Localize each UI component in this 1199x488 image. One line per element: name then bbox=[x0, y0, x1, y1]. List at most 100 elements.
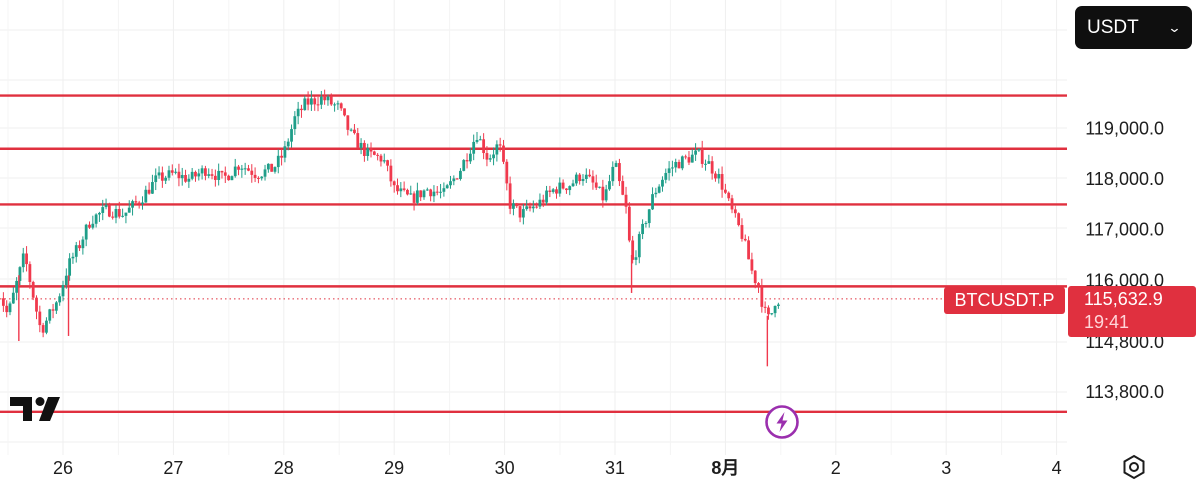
candle bbox=[326, 94, 330, 106]
candle bbox=[700, 140, 704, 168]
candle bbox=[376, 153, 380, 161]
candle bbox=[528, 202, 532, 212]
candle-body bbox=[276, 155, 280, 168]
candle bbox=[197, 168, 201, 181]
currency-dropdown[interactable]: USDT ⌄ bbox=[1075, 6, 1192, 49]
candle bbox=[58, 293, 62, 306]
candle-body bbox=[667, 168, 671, 173]
candle bbox=[627, 202, 631, 243]
candle-body bbox=[482, 139, 486, 154]
symbol-label: BTCUSDT.P bbox=[944, 287, 1065, 314]
candle bbox=[270, 163, 274, 172]
candle-body bbox=[180, 174, 184, 179]
candle-body bbox=[359, 142, 363, 149]
candle bbox=[263, 164, 267, 181]
candle bbox=[313, 96, 317, 111]
candle bbox=[611, 161, 615, 186]
candle bbox=[432, 185, 436, 203]
candle-body bbox=[502, 145, 505, 162]
candle-body bbox=[273, 167, 277, 172]
candle bbox=[724, 183, 727, 195]
candle-body bbox=[521, 209, 525, 218]
candle-body bbox=[429, 189, 433, 197]
candle bbox=[687, 151, 691, 166]
candle-body bbox=[194, 171, 197, 177]
candle-body bbox=[694, 150, 697, 155]
candle bbox=[614, 160, 618, 168]
candle bbox=[94, 213, 98, 228]
candle bbox=[740, 218, 744, 242]
candle-body bbox=[770, 313, 774, 315]
candle-body bbox=[687, 157, 691, 163]
candle-body bbox=[84, 224, 88, 240]
candle bbox=[770, 313, 774, 316]
candle-body bbox=[28, 264, 32, 282]
settings-icon[interactable] bbox=[1121, 454, 1147, 480]
x-tick-label: 31 bbox=[605, 458, 625, 478]
current-price-value: 115,632.9 bbox=[1084, 289, 1163, 309]
candle-body bbox=[18, 267, 22, 281]
candle bbox=[124, 212, 128, 224]
candle bbox=[773, 305, 777, 318]
candle-body bbox=[455, 178, 459, 180]
candle bbox=[396, 178, 399, 195]
candle bbox=[194, 170, 197, 182]
candle-body bbox=[243, 168, 247, 170]
candle bbox=[680, 155, 684, 171]
candle bbox=[512, 199, 515, 216]
candle bbox=[714, 171, 717, 182]
candle-body bbox=[64, 275, 68, 286]
candle bbox=[98, 211, 101, 222]
candle-body bbox=[137, 202, 141, 204]
candle bbox=[661, 176, 664, 192]
x-axis: 26 27 28 29 30 31 8月 2 3 4 bbox=[53, 458, 1062, 478]
candle bbox=[359, 138, 363, 155]
candle bbox=[495, 140, 499, 162]
candle bbox=[717, 168, 721, 184]
candle-body bbox=[266, 163, 270, 170]
candle-body bbox=[151, 182, 154, 194]
candle bbox=[521, 203, 525, 225]
candle-body bbox=[356, 133, 360, 149]
candle bbox=[618, 158, 621, 187]
candle bbox=[468, 147, 472, 164]
candle bbox=[343, 108, 346, 117]
candle-body bbox=[48, 309, 52, 321]
candle bbox=[230, 175, 234, 181]
candle-body bbox=[724, 189, 727, 193]
candle-body bbox=[518, 206, 522, 218]
candle bbox=[555, 186, 558, 199]
candle bbox=[767, 305, 770, 320]
candle-body bbox=[41, 325, 45, 333]
candle-body bbox=[492, 154, 495, 159]
candle-body bbox=[508, 183, 512, 209]
candle-body bbox=[680, 156, 684, 169]
candle bbox=[68, 253, 72, 281]
candle bbox=[141, 196, 144, 210]
candle-body bbox=[263, 169, 267, 177]
candle-body bbox=[700, 148, 704, 164]
candle-body bbox=[25, 253, 28, 265]
candle-body bbox=[127, 207, 131, 213]
candle bbox=[472, 134, 476, 161]
candle bbox=[38, 305, 42, 333]
candle bbox=[25, 246, 28, 272]
y-tick-label: 119,000.0 bbox=[1085, 119, 1164, 139]
candle bbox=[247, 164, 250, 172]
candle-body bbox=[621, 181, 625, 195]
candle-body bbox=[690, 154, 694, 163]
candle-body bbox=[478, 139, 482, 141]
candle-body bbox=[757, 283, 760, 287]
candle bbox=[727, 191, 731, 202]
candle bbox=[425, 187, 429, 191]
lightning-icon[interactable] bbox=[764, 404, 800, 440]
candle-body bbox=[349, 129, 353, 131]
candle bbox=[707, 154, 711, 164]
candle bbox=[293, 111, 297, 135]
candle bbox=[747, 236, 750, 260]
candle-body bbox=[31, 281, 35, 298]
candle-body bbox=[730, 198, 734, 210]
candle bbox=[776, 302, 780, 309]
